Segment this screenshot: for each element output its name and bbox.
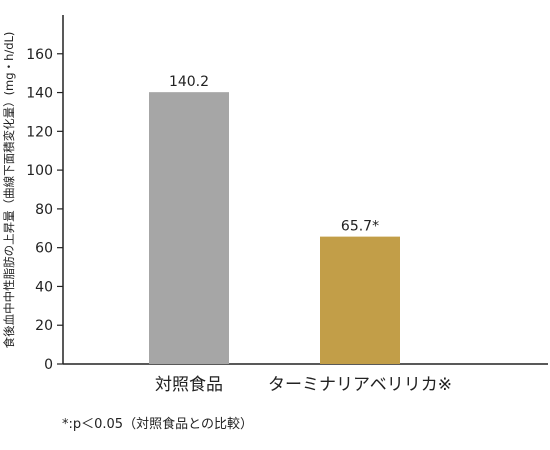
data-label: 140.2 bbox=[169, 74, 209, 90]
y-tick-label: 0 bbox=[44, 357, 53, 373]
bar bbox=[149, 92, 229, 364]
x-tick-label: ターミナリアベリリカ※ bbox=[268, 375, 452, 395]
bar bbox=[320, 236, 400, 364]
x-axis-tick-labels: 対照食品 ターミナリアベリリカ※ bbox=[155, 375, 452, 395]
y-tick-label: 160 bbox=[26, 47, 53, 63]
y-tick-label: 120 bbox=[26, 124, 53, 140]
footnote: *:p＜0.05（対照食品との比較） bbox=[62, 417, 253, 432]
y-tick-label: 20 bbox=[35, 318, 53, 334]
y-axis-label: 食後血中中性脂肪の上昇量（曲線下面積変化量）(mg・h/dL) bbox=[2, 32, 16, 349]
y-tick-label: 40 bbox=[35, 279, 53, 295]
y-tick-label: 60 bbox=[35, 241, 53, 257]
y-tick-label: 80 bbox=[35, 202, 53, 218]
data-label: 65.7* bbox=[341, 219, 379, 235]
y-axis: 0 20 40 60 80 100 120 140 160 bbox=[26, 15, 548, 373]
y-tick-label: 140 bbox=[26, 86, 53, 102]
x-tick-label: 対照食品 bbox=[155, 375, 223, 395]
bars: 140.2 65.7* bbox=[149, 74, 400, 364]
y-tick-label: 100 bbox=[26, 163, 53, 179]
